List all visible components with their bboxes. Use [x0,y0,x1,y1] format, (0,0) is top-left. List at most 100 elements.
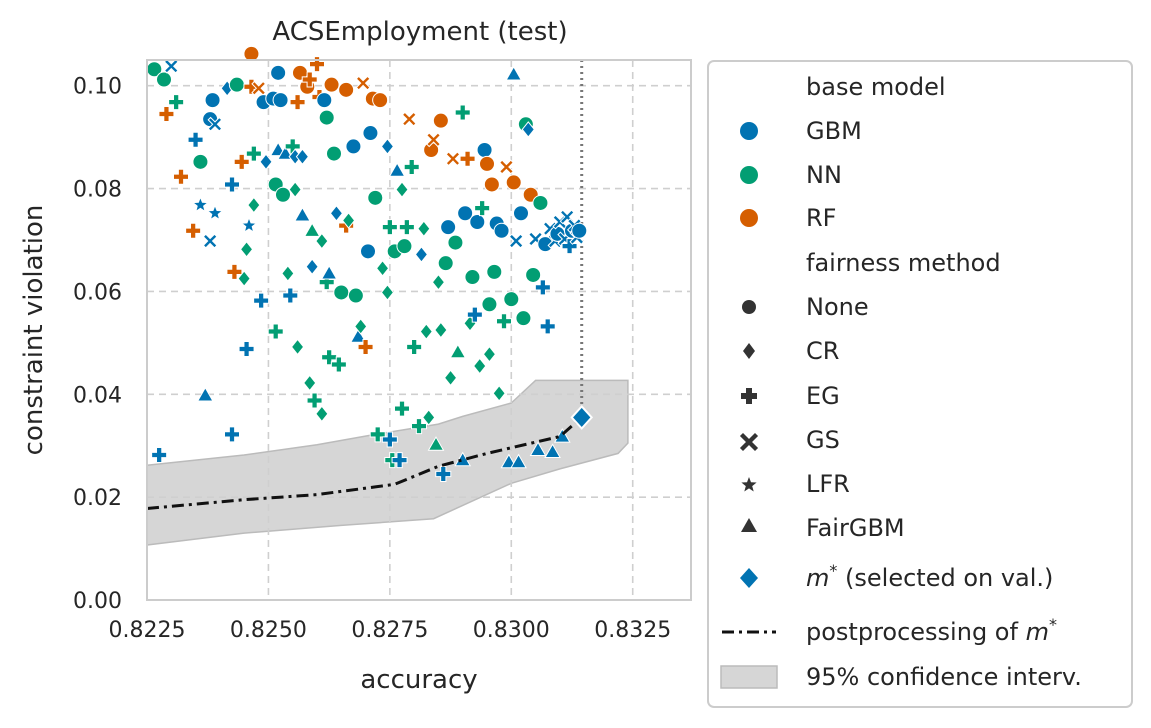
data-point [394,400,410,417]
data-point [173,168,189,185]
data-point [270,64,287,81]
data-point [466,306,483,323]
legend-fairgbm-label: FairGBM [806,514,905,542]
x-tick-label: 0.8300 [473,618,550,643]
data-point [253,292,270,309]
data-point [493,222,510,239]
data-point [381,431,398,448]
data-point [224,426,240,443]
data-point [375,259,390,277]
data-point [459,150,476,167]
data-point [303,222,321,237]
data-point [333,284,350,301]
legend-frame [707,60,1133,708]
data-point [326,145,342,162]
legend-rf-label: RF [806,204,836,232]
data-point [347,287,364,304]
legend-lfr-label: LFR [806,470,850,498]
data-point [380,284,395,301]
data-point [437,255,454,272]
data-point [539,318,556,335]
data-point [275,186,291,203]
legend-gs-marker [739,432,759,452]
data-point [532,194,549,211]
data-point [445,151,461,167]
data-point [481,296,498,313]
data-point [503,291,520,308]
x-axis-label: accuracy [360,665,477,695]
data-point [267,323,284,340]
legend-cr-marker [743,343,755,359]
legend-gbm-marker [740,122,758,140]
chart-title: ACSEmployment (test) [272,17,567,47]
data-point [206,204,224,221]
data-point [228,76,245,93]
data-point [496,313,512,330]
data-point [196,386,214,402]
data-point [357,338,374,355]
data-point [529,441,547,456]
x-tick-label: 0.8275 [351,618,428,643]
data-point [381,219,398,236]
data-point [207,116,223,132]
data-point [288,181,302,198]
data-point [315,405,329,423]
data-point [443,369,458,387]
data-point [338,81,355,98]
data-point [303,374,317,392]
data-point [479,155,495,172]
data-point [191,195,210,213]
data-point [474,200,491,217]
data-point [243,45,260,62]
data-point [414,246,429,263]
plot-frame [146,59,692,601]
data-point [247,196,261,214]
data-point [498,159,514,175]
data-point [534,279,551,296]
data-point [367,189,384,206]
legend-postprocessing-text: postprocessing of [806,618,1026,646]
y-tick-label: 0.08 [73,178,122,203]
data-point [457,205,474,222]
legend-selected-m: m [806,564,829,592]
legend-none-label: None [806,293,869,321]
data-point [320,264,338,280]
data-point [360,243,376,260]
data-point [237,270,251,287]
data-point [434,321,448,339]
data-point [316,92,333,109]
data-point [354,318,368,335]
data-point [505,65,523,81]
legend-eg-label: EG [806,382,840,410]
legend-nn-label: NN [806,161,842,189]
legend-content: base model GBM NN RF fairness method Non… [720,73,1082,691]
data-point [411,418,427,435]
y-tick-label: 0.00 [73,589,122,614]
data-point [168,94,185,111]
data-point [226,263,243,280]
data-point [251,80,267,96]
data-point [406,338,423,355]
data-point [464,269,481,286]
legend-selected-sup: * [829,561,837,580]
data-point [156,71,172,88]
data-point [469,214,486,230]
legend-gbm-label: GBM [806,117,862,145]
data-point [204,92,221,109]
data-point [431,273,446,291]
data-point [240,216,258,234]
legend-title-fairness: fairness method [806,249,1001,277]
x-tick-label: 0.8325 [594,618,671,643]
data-point [187,131,204,148]
y-tick-label: 0.02 [73,486,122,511]
data-point [330,356,347,373]
data-point [525,266,542,283]
data-point [301,71,318,88]
y-tick-label: 0.10 [73,75,122,100]
x-tick-label: 0.8225 [109,618,186,643]
data-point [224,176,240,193]
data-point [323,76,340,93]
selected-point [570,404,594,430]
data-point [508,233,524,249]
data-point [401,111,417,127]
